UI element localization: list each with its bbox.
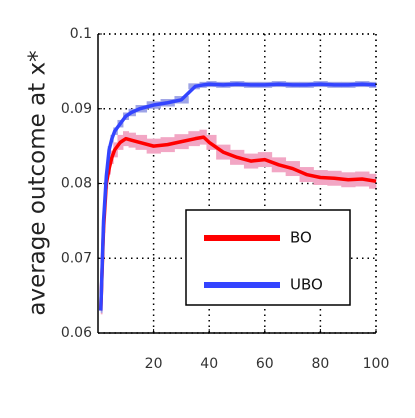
y-tick-label: 0.08	[61, 176, 92, 192]
y-tick-label: 0.1	[70, 26, 92, 42]
y-axis-label: average outcome at x*	[25, 50, 51, 315]
x-tick-label: 80	[311, 356, 329, 372]
x-tick-label: 20	[145, 356, 163, 372]
y-tick-label: 0.06	[61, 325, 92, 341]
y-tick-label: 0.09	[61, 101, 92, 117]
x-tick-label: 60	[256, 356, 274, 372]
line	[99, 135, 377, 311]
legend-label: BO	[290, 229, 312, 247]
line	[99, 82, 377, 311]
x-tick-label: 40	[200, 356, 218, 372]
legend-box	[185, 209, 351, 306]
y-tick-label: 0.07	[61, 250, 92, 266]
x-tick-label: 100	[363, 356, 390, 372]
legend-label: UBO	[290, 276, 323, 294]
